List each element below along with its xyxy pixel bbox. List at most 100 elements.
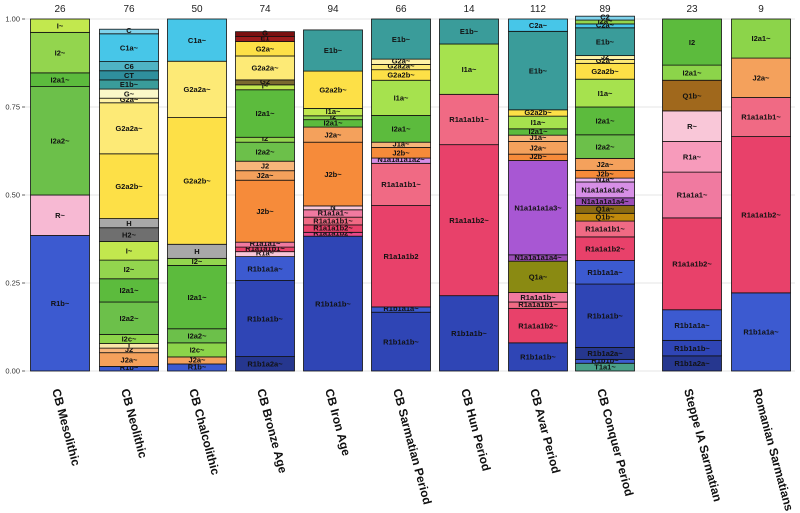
segment-label: J2b~ [256,207,274,216]
segment-label: N1a~ [596,174,615,183]
bar-segment [731,292,791,372]
y-axis: 0.00 0.25 0.50 0.75 1.00 [5,15,25,376]
segment-label: R1a1a1b1~ [741,113,781,122]
segment-label: I1a~ [531,118,546,127]
segment-label: E1b~ [120,80,139,89]
segment-label: R1b1a1b~ [674,344,710,353]
bar-segment [439,93,499,146]
y-tick-label: 0.25 [5,279,20,288]
segment-label: G2a2a~ [116,124,144,133]
bar-segment [731,136,791,294]
segment-label: N [330,202,335,211]
sample-count-label: 89 [599,4,611,15]
segment-label: G2a~ [596,56,615,65]
bar-segment [235,31,295,37]
bar-segment [30,18,90,33]
segment-label: I2a~ [598,16,613,25]
segment-label: J2a~ [597,160,615,169]
y-tick-label: 1.00 [5,15,20,24]
category-label: Steppe IA Sarmatian [681,387,725,503]
segment-label: I2c~ [122,335,137,344]
bar-segment [508,18,568,32]
bar-segment [575,78,635,108]
bar-segment [30,194,90,236]
bar-segment [371,115,431,143]
bar-segment [167,117,227,245]
segment-label: J1a~ [530,133,548,142]
bar-segment [439,144,499,297]
bar-segment [99,33,159,62]
bar-segment [439,295,499,372]
bar-column: R1b1a1b~R1a1a1b2~R1a1a1b2~R1a1a1b1~R1a1a… [303,29,363,372]
segment-label: C1a~ [120,43,139,52]
bar-column: R1b~ R~ I2a2~ I2a1~ I2~ I~ [30,18,90,372]
segment-label: J2 [125,345,133,354]
bar-segment [371,162,431,206]
segment-label: G2a~ [120,95,139,104]
segment-label: I2c~ [190,346,205,355]
segment-label: R1a1a1b2 [383,252,418,261]
segment-label: J2b~ [529,152,547,161]
segment-label: C2a~ [529,21,548,30]
segment-label: I2a2~ [596,142,616,151]
segment-label: J2a~ [325,130,343,139]
segment-label: G~ [124,89,135,98]
category-label: CB Neolithic [118,387,150,460]
sample-count-label: 112 [530,4,546,15]
bar-segment [662,217,722,311]
segment-label: G2 [260,77,270,86]
category-label: Romanian Sarmatians [750,387,796,513]
segment-label: G2a~ [256,44,275,53]
segment-label: I2a1~ [596,117,616,126]
segment-label: E1 [260,34,269,43]
bar-segment [99,301,159,335]
segment-label: I2a2~ [120,314,140,323]
segment-label: G2a2a~ [388,62,416,71]
segment-label: E1b~ [529,66,548,75]
bar-segment [575,106,635,136]
segment-label: R1a~ [256,249,275,258]
bar-segment [371,79,431,116]
segment-label: R1b1a1a~ [247,264,283,273]
category-label: CB Avar Period [527,387,563,475]
segment-label: I2a2~ [188,332,208,341]
segment-label: G2a2b~ [319,85,347,94]
bar-segment [30,31,90,74]
segment-label: N1a1a1a1a4~ [581,197,629,206]
segment-label: I2a2~ [51,136,71,145]
segment-label: I [128,340,130,349]
segment-label: I2 [689,38,695,47]
bar-segment [303,141,363,207]
bar-segment [371,205,431,308]
bar-segment [731,97,791,137]
segment-label: N1a1a1a1a2~ [581,186,629,195]
segment-label: R1b1a1b~ [520,353,556,362]
segment-label: R1b1a1a~ [674,321,710,330]
segment-label: J2a~ [530,144,548,153]
bar-column: R1b~J2a~I2c~ I2a2~ I2a1~ I2~H G2a2b~ G2a2a~ C1… [167,18,227,372]
segment-label: C1a~ [188,36,207,45]
segment-label: C6 [124,62,134,71]
segment-label: I2 [330,112,336,121]
category-label: CB Chalcolithic [186,387,223,477]
segment-label: R~ [55,211,65,220]
segment-label: R1b~ [51,299,70,308]
sample-count-label: 14 [463,4,475,15]
bar-column: T1a1~R1b1b~R1b1a2a~ R1b1a1b~ R1b1a1a~ R1a1a… [575,13,635,372]
segment-label: R1a1a1b2~ [449,216,489,225]
segment-label: R1a1a1b1~ [518,300,558,309]
bar-column: R1b1a1b~ R1a1a1b2~ R1a1a1b1~ I1a~ E1b~ [439,18,499,372]
segment-label: I2 [262,134,268,143]
segment-label: R1b1a1b~ [451,329,487,338]
segment-label: R1b1a1a~ [587,268,623,277]
segment-label: G2a2a~ [252,64,280,73]
bar-segment [235,89,295,138]
segment-label: I1a~ [462,65,477,74]
segment-label: G2a2b~ [115,182,143,191]
segment-label: E1b~ [460,27,479,36]
bar-segment [508,342,568,372]
segment-label: R1b1a1a~ [743,328,779,337]
segment-label: G2a2a~ [184,85,212,94]
